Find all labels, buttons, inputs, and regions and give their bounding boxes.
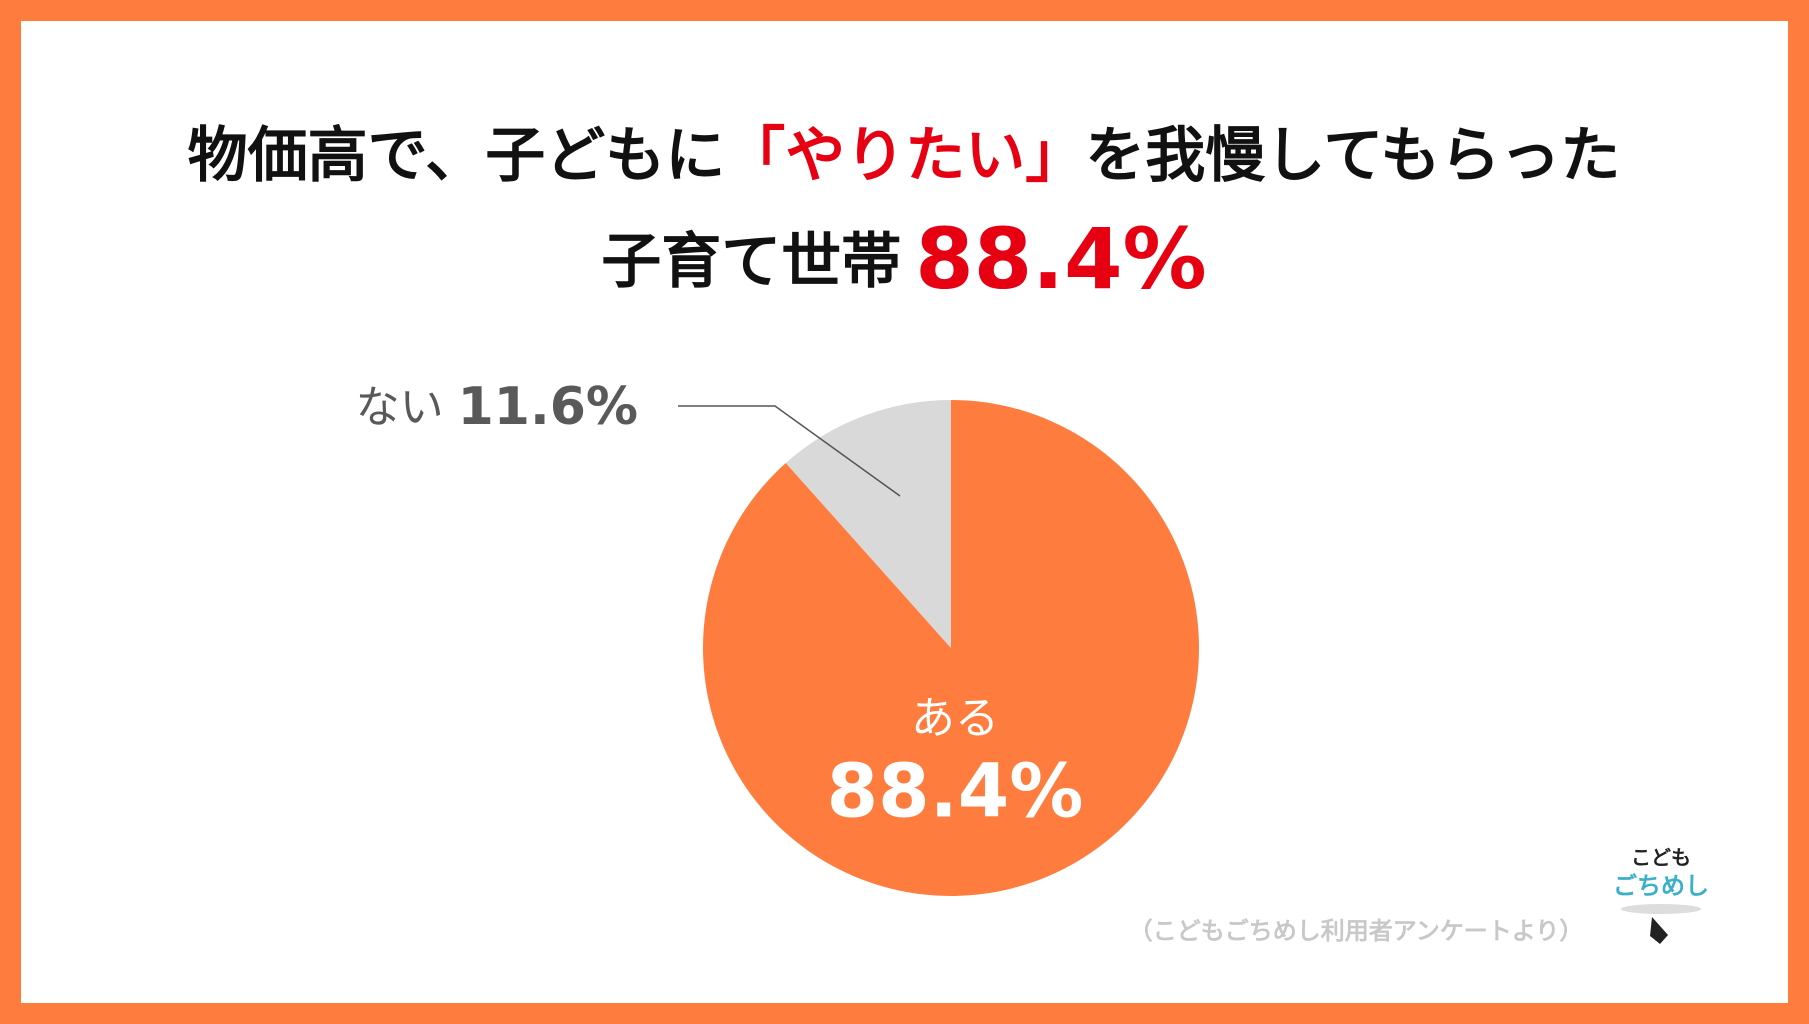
subtitle-highlight: 88.4% — [915, 210, 1206, 308]
subtitle-part: 子育て世帯 — [601, 227, 901, 297]
value-label: 88.4% — [827, 749, 1084, 835]
slice-label: ある — [911, 693, 999, 744]
value-label: 11.6% — [458, 377, 638, 437]
logo-text: ごちめし — [1613, 872, 1709, 900]
chart-title: 物価高で、子どもに「やりたい」を我慢してもらった — [188, 121, 1621, 191]
logo: こども ごちめし — [1613, 846, 1709, 944]
source-note: （こどもごちめし利用者アンケートより） — [1129, 917, 1584, 945]
logo-hand — [1650, 917, 1668, 944]
slice-label-group: ない 11.6% — [356, 377, 638, 437]
title-highlight: 「やりたい」 — [725, 121, 1085, 191]
title-part: を我慢してもらった — [1085, 121, 1620, 191]
pie-slice — [785, 400, 951, 648]
chart-subtitle: 子育て世帯 88.4% — [601, 210, 1206, 308]
slice-label: ない — [356, 382, 444, 433]
title-part: 物価高で、子どもに — [188, 121, 726, 191]
logo-plate — [1621, 904, 1701, 914]
logo-text: こども — [1631, 846, 1691, 870]
leader-line — [678, 405, 901, 497]
